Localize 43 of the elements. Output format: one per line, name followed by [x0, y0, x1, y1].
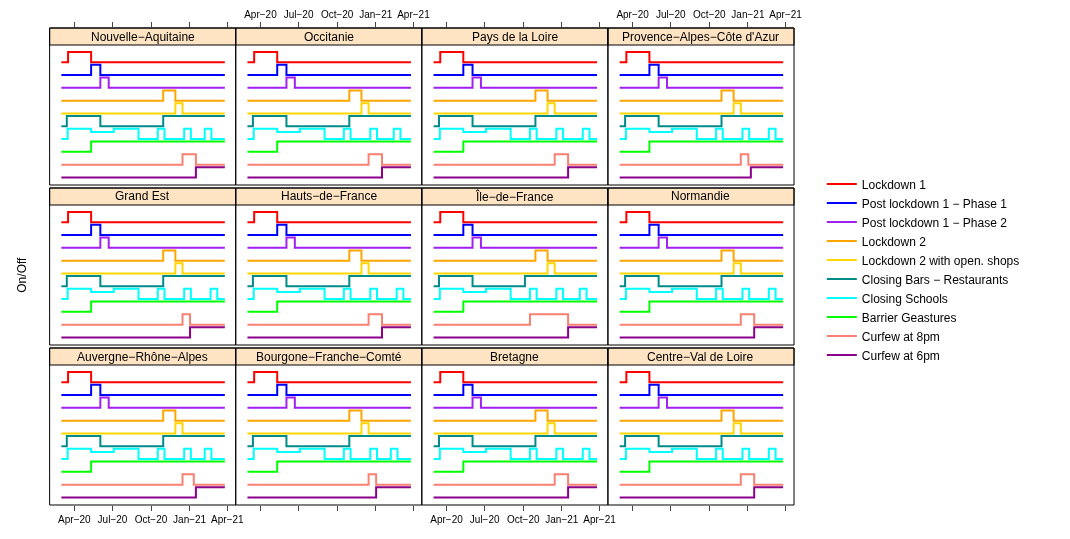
legend-label: Closing Schools: [861, 291, 948, 306]
legend-label: Curfew at 6pm: [861, 348, 940, 363]
x-tick-label: Jan−21: [359, 9, 393, 20]
chart-title: Provence−Alpes−Côte d'Azur: [622, 30, 780, 44]
x-tick-label: Jul−20: [283, 9, 314, 20]
legend-label: Post lockdown 1 − Phase 1: [861, 196, 1008, 211]
chart-title: Auvergne−Rhône−Alpes: [77, 350, 208, 364]
chart-title: Nouvelle−Aquitaine: [91, 30, 196, 44]
x-tick-label: Apr−21: [769, 9, 803, 20]
chart-title: Pays de la Loire: [472, 30, 559, 44]
x-tick-label: Oct−20: [506, 514, 540, 525]
chart-title: Bretagne: [490, 350, 540, 364]
x-tick-label: Oct−20: [134, 514, 168, 525]
x-tick-label: Apr−20: [58, 514, 92, 525]
x-tick-label: Jul−20: [97, 514, 128, 525]
x-tick-label: Oct−20: [693, 9, 727, 20]
chart-title: Hauts−de−France: [281, 189, 378, 203]
x-tick-label: Jan−21: [173, 514, 207, 525]
chart-title: Île−de−France: [475, 189, 554, 204]
legend-label: Lockdown 1: [861, 177, 927, 192]
x-tick-label: Apr−20: [244, 9, 278, 20]
x-tick-label: Jul−20: [655, 9, 687, 20]
legend-label: Post lockdown 1 − Phase 2: [861, 215, 1008, 230]
chart-title: Centre−Val de Loire: [647, 350, 754, 364]
legend-label: Barrier Geastures: [861, 310, 957, 325]
x-tick-label: Apr−21: [211, 514, 245, 525]
x-tick-label: Jan−21: [731, 9, 765, 20]
x-tick-label: Jul−20: [469, 514, 500, 525]
x-tick-label: Apr−21: [397, 9, 431, 20]
legend-label: Lockdown 2: [861, 234, 927, 249]
legend-label: Closing Bars − Restaurants: [861, 272, 1009, 287]
x-tick-label: Apr−20: [616, 9, 650, 20]
x-tick-label: Apr−21: [583, 514, 617, 525]
x-tick-label: Oct−20: [320, 9, 354, 20]
legend-label: Lockdown 2 with open. shops: [861, 253, 1020, 268]
chart-title: Grand Est: [115, 189, 170, 203]
chart-title: Occitanie: [304, 30, 355, 44]
x-tick-label: Apr−20: [430, 514, 464, 525]
chart-title: Normandie: [671, 189, 731, 203]
chart-title: Bourgone−Franche−Comté: [256, 350, 402, 364]
x-tick-label: Jan−21: [545, 514, 579, 525]
legend-label: Curfew at 8pm: [861, 329, 940, 344]
y-axis-title: On/Off: [14, 256, 29, 293]
